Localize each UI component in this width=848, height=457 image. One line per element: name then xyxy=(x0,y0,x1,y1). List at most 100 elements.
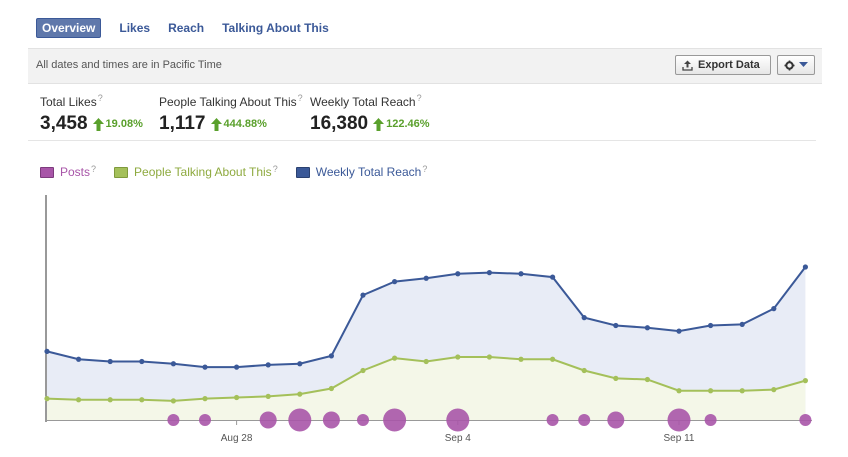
talking-point xyxy=(581,367,587,374)
up-arrow-icon xyxy=(210,117,222,131)
info-bar: All dates and times are in Pacific Time … xyxy=(28,48,822,84)
tab-likes[interactable]: Likes xyxy=(119,21,151,35)
talking-area xyxy=(47,357,806,420)
stat-people-talking: People Talking About This? 1,117 444.88% xyxy=(159,93,303,134)
tab-talking-about-this[interactable]: Talking About This xyxy=(222,21,329,35)
chart-legend: Posts? People Talking About This? Weekly… xyxy=(40,164,445,179)
post-marker xyxy=(199,414,211,426)
post-marker xyxy=(704,414,717,426)
tab-reach[interactable]: Reach xyxy=(168,21,205,35)
reach-point xyxy=(202,364,208,370)
talking-point xyxy=(107,397,113,403)
reach-point xyxy=(360,292,366,298)
reach-point xyxy=(550,274,556,280)
reach-point xyxy=(170,361,176,367)
talking-point xyxy=(265,393,271,399)
reach-point xyxy=(423,275,429,281)
stat-label: People Talking About This xyxy=(159,95,297,109)
stat-change: 444.88% xyxy=(223,118,267,130)
talking-point xyxy=(76,397,82,403)
talking-point xyxy=(202,396,208,402)
post-marker xyxy=(578,414,591,426)
talking-point xyxy=(518,356,524,362)
talking-point xyxy=(297,391,303,397)
stat-label: Weekly Total Reach xyxy=(310,95,416,109)
talking-point xyxy=(139,397,145,403)
up-arrow-icon xyxy=(92,117,104,131)
reach-point xyxy=(139,358,145,365)
talking-point xyxy=(613,375,619,381)
reach-point xyxy=(486,270,492,276)
talking-point xyxy=(423,358,429,365)
legend-posts[interactable]: Posts? xyxy=(40,164,97,179)
export-data-button[interactable]: Export Data xyxy=(675,55,771,75)
export-data-label: Export Data xyxy=(698,59,760,71)
legend-weekly-reach[interactable]: Weekly Total Reach? xyxy=(295,164,428,179)
up-arrow-icon xyxy=(373,117,385,131)
talking-point xyxy=(676,388,682,394)
talking-point xyxy=(44,396,50,402)
stat-label: Total Likes xyxy=(40,95,97,109)
stat-weekly-reach: Weekly Total Reach? 16,380 122.46% xyxy=(310,93,430,134)
reach-point xyxy=(676,328,682,334)
talking-point xyxy=(234,394,240,401)
legend-swatch xyxy=(114,166,129,178)
help-mark[interactable]: ? xyxy=(416,93,422,103)
talking-point xyxy=(771,387,777,393)
post-marker xyxy=(546,414,559,426)
x-tick-label: Sep 11 xyxy=(664,433,695,444)
talking-point xyxy=(708,388,714,394)
stat-value: 16,380 xyxy=(310,113,369,134)
post-marker xyxy=(607,411,625,429)
export-icon xyxy=(682,60,693,71)
help-mark[interactable]: ? xyxy=(97,93,103,103)
reach-point xyxy=(76,356,82,362)
post-marker xyxy=(322,411,340,429)
post-marker xyxy=(667,408,691,432)
post-marker xyxy=(446,408,470,432)
stat-value: 1,117 xyxy=(159,113,206,134)
legend-swatch xyxy=(40,166,54,178)
legend-label: People Talking About This xyxy=(134,165,272,179)
talking-point xyxy=(328,385,334,392)
legend-label: Weekly Total Reach xyxy=(315,165,422,179)
reach-point xyxy=(265,362,271,368)
post-marker xyxy=(383,408,407,432)
legend-label: Posts xyxy=(60,165,91,179)
stat-total-likes: Total Likes? 3,458 19.08% xyxy=(40,93,143,134)
help-mark[interactable]: ? xyxy=(91,164,97,174)
talking-point xyxy=(170,398,176,404)
talking-point xyxy=(360,367,366,374)
post-marker xyxy=(259,411,277,429)
stat-change: 122.46% xyxy=(386,118,430,130)
post-marker xyxy=(357,414,369,426)
page-tabs: Overview Likes Reach Talking About This xyxy=(36,18,347,38)
talking-point xyxy=(392,355,398,361)
reach-point xyxy=(455,271,461,277)
reach-point xyxy=(581,315,587,321)
help-mark[interactable]: ? xyxy=(297,93,303,103)
reach-point xyxy=(708,322,714,329)
reach-point xyxy=(644,325,651,331)
talking-point xyxy=(739,388,745,394)
stat-value: 3,458 xyxy=(40,113,88,134)
reach-point xyxy=(771,306,777,312)
reach-point xyxy=(297,361,303,367)
gear-icon xyxy=(784,60,795,70)
help-mark[interactable]: ? xyxy=(272,164,278,174)
settings-dropdown-button[interactable] xyxy=(777,55,815,75)
post-marker xyxy=(288,408,312,432)
legend-people-talking[interactable]: People Talking About This? xyxy=(114,164,278,179)
tab-overview[interactable]: Overview xyxy=(36,18,102,38)
help-mark[interactable]: ? xyxy=(422,164,428,174)
talking-point xyxy=(486,354,492,360)
x-tick-label: Sep 4 xyxy=(445,433,472,444)
talking-point xyxy=(802,378,809,384)
talking-point xyxy=(455,354,461,360)
reach-point xyxy=(802,264,809,270)
talking-point xyxy=(644,376,651,383)
post-marker xyxy=(167,414,180,426)
chevron-down-icon xyxy=(799,62,808,67)
timezone-note: All dates and times are in Pacific Time xyxy=(36,59,222,71)
